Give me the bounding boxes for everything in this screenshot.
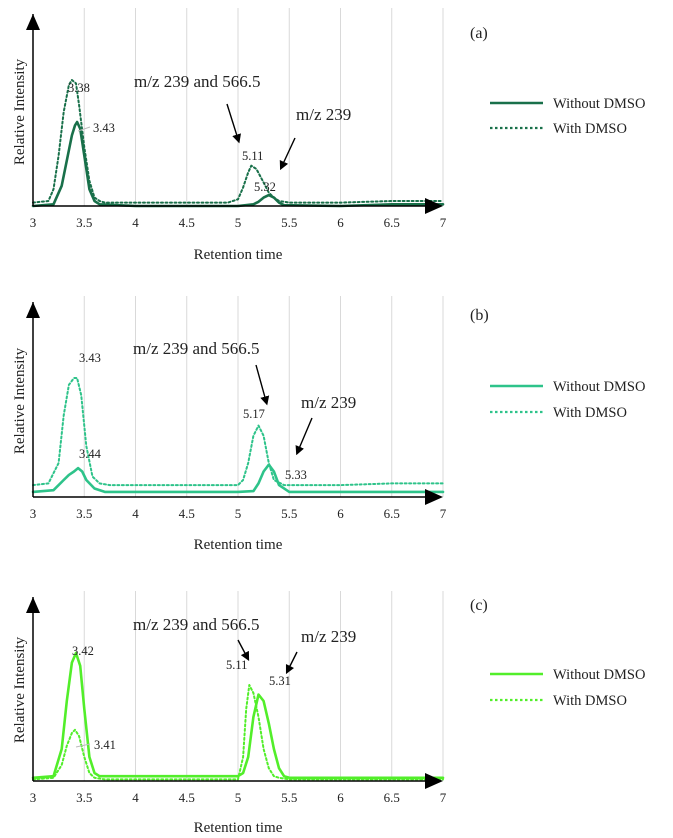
panel-a-x-tick-label: 6.5 — [384, 215, 400, 230]
panel-b-y-axis-arrow — [26, 302, 40, 318]
panel-c-peak-leader — [75, 743, 91, 748]
panel-c-peak-label-2: 3.41 — [94, 738, 116, 752]
panel-b-x-tick-label: 5.5 — [281, 506, 297, 521]
panel-a-peak-label-2: 3.43 — [93, 121, 115, 135]
panel-c-annotation-arrow-mz239 — [285, 651, 298, 675]
panel-b-x-tick-label: 5 — [235, 506, 242, 521]
panel-c-x-tick-label: 6.5 — [384, 790, 400, 805]
panel-c-x-tick-label: 4 — [132, 790, 139, 805]
panel-b-x-tick-label: 4 — [132, 506, 139, 521]
panel-a-annotation-mz239: m/z 239 — [296, 105, 351, 124]
panel-c-x-tick-label: 6 — [337, 790, 344, 805]
panel-a-peak-label-4: 5.32 — [254, 180, 276, 194]
panel-c-legend: Without DMSO With DMSO — [490, 667, 645, 709]
panel-a-legend-label-with: With DMSO — [553, 121, 627, 137]
panel-b-legend-label-without: Without DMSO — [553, 379, 645, 395]
panel-c-annotation-mz239: m/z 239 — [301, 627, 356, 646]
panel-b-x-axis-arrow — [425, 489, 443, 505]
panel-a-x-tick-label: 5.5 — [281, 215, 297, 230]
panel-a-letter: (a) — [470, 25, 488, 42]
panel-c-axes — [26, 597, 443, 789]
panel-a-x-axis-arrow — [425, 198, 443, 214]
panel-b-x-tick-label: 3.5 — [76, 506, 92, 521]
panel-c-tick-labels: 3 3.5 4 4.5 5 5.5 6 6.5 7 — [30, 790, 447, 805]
panel-c-y-axis-label: Relative Intensity — [12, 636, 28, 743]
panel-a-peak-label-3: 5.11 — [242, 149, 263, 163]
panel-a-series-with-dmso — [32, 79, 444, 204]
panel-a-x-tick-label: 3.5 — [76, 215, 92, 230]
panel-a-peak-label-1: 3.38 — [68, 81, 90, 95]
panel-c-gridlines — [83, 591, 444, 781]
panel-c-annotation-arrow-main — [237, 639, 250, 662]
panel-b-x-tick-label: 3 — [30, 506, 37, 521]
panel-a-legend: Without DMSO With DMSO — [490, 96, 645, 137]
panel-b-peak-label-3: 5.17 — [243, 407, 265, 421]
panel-a-annotation-arrow-mz239 — [279, 137, 296, 171]
panel-c-series — [31, 651, 445, 781]
panel-c-x-axis-arrow — [425, 773, 443, 789]
panel-a-peak-leader — [77, 126, 91, 132]
panel-a-x-tick-label: 3 — [30, 215, 37, 230]
panel-b: 3 3.5 4 4.5 5 5.5 6 6.5 7 Retention time Relativ… — [12, 296, 645, 553]
panel-a-x-tick-label: 4 — [132, 215, 139, 230]
panel-b-peak-label-1: 3.43 — [79, 351, 101, 365]
panel-b-gridlines — [83, 296, 444, 497]
panel-c-x-tick-label: 5.5 — [281, 790, 297, 805]
panel-c-series-without-dmso — [31, 651, 445, 780]
panel-c-y-axis-arrow — [26, 597, 40, 613]
panel-b-letter: (b) — [470, 307, 489, 324]
panel-a-annotation-arrow-main — [226, 103, 241, 144]
panel-b-annotation-main: m/z 239 and 566.5 — [133, 339, 260, 358]
panel-a: 3 3.5 4 4.5 5 5.5 6 6.5 7 Retention time Relativ… — [12, 8, 645, 263]
panel-a-x-tick-label: 5 — [235, 215, 242, 230]
panel-b-series-with-dmso — [32, 377, 444, 487]
panel-c-legend-label-with: With DMSO — [553, 693, 627, 709]
panel-a-x-tick-label: 4.5 — [179, 215, 195, 230]
panel-b-x-tick-label: 4.5 — [179, 506, 195, 521]
panel-a-y-axis-arrow — [26, 14, 40, 30]
panel-c-series-with-dmso — [32, 684, 444, 781]
panel-b-y-axis-label: Relative Intensity — [12, 347, 28, 454]
panel-c-x-tick-label: 3 — [30, 790, 37, 805]
panel-c-peak-label-3: 5.11 — [226, 658, 247, 672]
panel-b-peak-label-2: 3.44 — [79, 447, 102, 461]
panel-a-x-tick-label: 7 — [440, 215, 447, 230]
panel-a-y-axis-label: Relative Intensity — [12, 58, 28, 165]
panel-b-x-axis-label: Retention time — [194, 537, 283, 553]
panel-c-legend-label-without: Without DMSO — [553, 667, 645, 683]
panel-b-annotation-arrow-main — [255, 364, 270, 406]
panel-b-peak-label-4: 5.33 — [285, 468, 307, 482]
panel-c-x-tick-label: 5 — [235, 790, 242, 805]
panel-c-letter: (c) — [470, 597, 488, 614]
panel-a-x-axis-label: Retention time — [194, 247, 283, 263]
panel-b-series — [31, 377, 445, 494]
panel-a-gridlines — [83, 8, 444, 206]
panel-c-peak-label-1: 3.42 — [72, 644, 94, 658]
panel-b-axes — [26, 302, 443, 505]
panel-c: 3 3.5 4 4.5 5 5.5 6 6.5 7 Retention time Relativ… — [12, 591, 645, 836]
panel-b-legend: Without DMSO With DMSO — [490, 379, 645, 421]
panel-b-legend-label-with: With DMSO — [553, 405, 627, 421]
panel-c-x-axis-label: Retention time — [194, 820, 283, 836]
panel-b-annotation-mz239: m/z 239 — [301, 393, 356, 412]
panel-a-annotation-main: m/z 239 and 566.5 — [134, 72, 261, 91]
panel-b-tick-labels: 3 3.5 4 4.5 5 5.5 6 6.5 7 — [30, 506, 447, 521]
panel-b-x-tick-label: 7 — [440, 506, 447, 521]
panel-a-axes — [26, 14, 443, 214]
panel-c-peak-label-4: 5.31 — [269, 674, 291, 688]
panel-a-x-tick-label: 6 — [337, 215, 344, 230]
panel-c-annotation-main: m/z 239 and 566.5 — [133, 615, 260, 634]
panel-a-tick-labels: 3 3.5 4 4.5 5 5.5 6 6.5 7 — [30, 215, 447, 230]
panel-b-series-without-dmso — [31, 463, 445, 494]
panel-c-x-tick-label: 4.5 — [179, 790, 195, 805]
panel-c-x-tick-label: 3.5 — [76, 790, 92, 805]
panel-b-x-tick-label: 6.5 — [384, 506, 400, 521]
panel-b-x-tick-label: 6 — [337, 506, 344, 521]
panel-c-x-tick-label: 7 — [440, 790, 447, 805]
panel-b-annotation-arrow-mz239 — [295, 417, 313, 456]
panel-a-legend-label-without: Without DMSO — [553, 96, 645, 112]
